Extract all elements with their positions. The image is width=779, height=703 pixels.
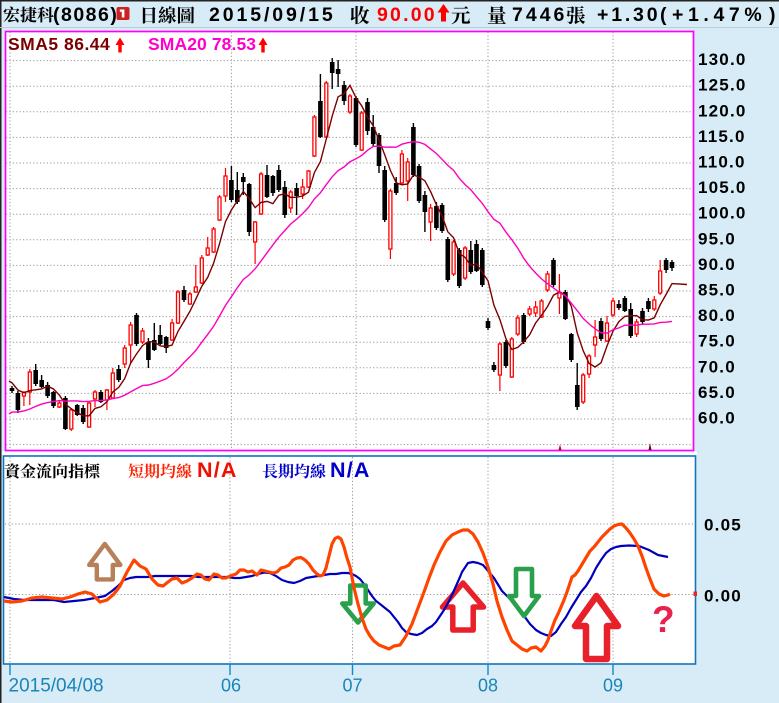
svg-text:(8086): (8086) <box>53 4 118 26</box>
svg-text:SMA20 78.53: SMA20 78.53 <box>148 34 256 54</box>
svg-text:115.0: 115.0 <box>698 127 746 146</box>
svg-text:+1.30: +1.30 <box>597 4 660 26</box>
svg-text:0.00: 0.00 <box>704 587 742 606</box>
svg-text:?: ? <box>652 599 675 640</box>
svg-text:105.0: 105.0 <box>698 178 747 197</box>
svg-text:130.0: 130.0 <box>698 50 747 69</box>
svg-text:95.0: 95.0 <box>698 229 736 248</box>
svg-text:65.0: 65.0 <box>698 383 736 402</box>
svg-text:+1.47%: +1.47% <box>672 4 766 26</box>
svg-text:0.05: 0.05 <box>704 516 742 535</box>
svg-text:110.0: 110.0 <box>698 153 746 172</box>
svg-text:08: 08 <box>478 676 498 696</box>
svg-text:75.0: 75.0 <box>698 332 736 351</box>
svg-text:SMA5 86.44: SMA5 86.44 <box>8 34 110 54</box>
svg-text:09: 09 <box>603 676 623 696</box>
svg-text:70.0: 70.0 <box>698 357 736 376</box>
svg-text:2015/09/15: 2015/09/15 <box>209 4 336 26</box>
svg-text:100.0: 100.0 <box>698 204 747 223</box>
svg-text:90.0: 90.0 <box>698 255 736 274</box>
svg-text:85.0: 85.0 <box>698 281 736 300</box>
svg-text:N/A: N/A <box>330 458 371 482</box>
svg-text:80.0: 80.0 <box>698 306 736 325</box>
svg-text:60.0: 60.0 <box>698 409 736 428</box>
svg-text:2015/04/08: 2015/04/08 <box>9 676 104 697</box>
svg-text:(: ( <box>660 4 667 26</box>
svg-text:07: 07 <box>342 676 362 696</box>
svg-text:125.0: 125.0 <box>698 76 747 95</box>
svg-text:120.0: 120.0 <box>698 101 747 120</box>
svg-text:7446: 7446 <box>512 4 567 26</box>
svg-text:N/A: N/A <box>197 458 238 482</box>
svg-text:): ) <box>769 4 776 26</box>
svg-text:06: 06 <box>221 676 241 696</box>
svg-text:90.00: 90.00 <box>377 4 437 26</box>
